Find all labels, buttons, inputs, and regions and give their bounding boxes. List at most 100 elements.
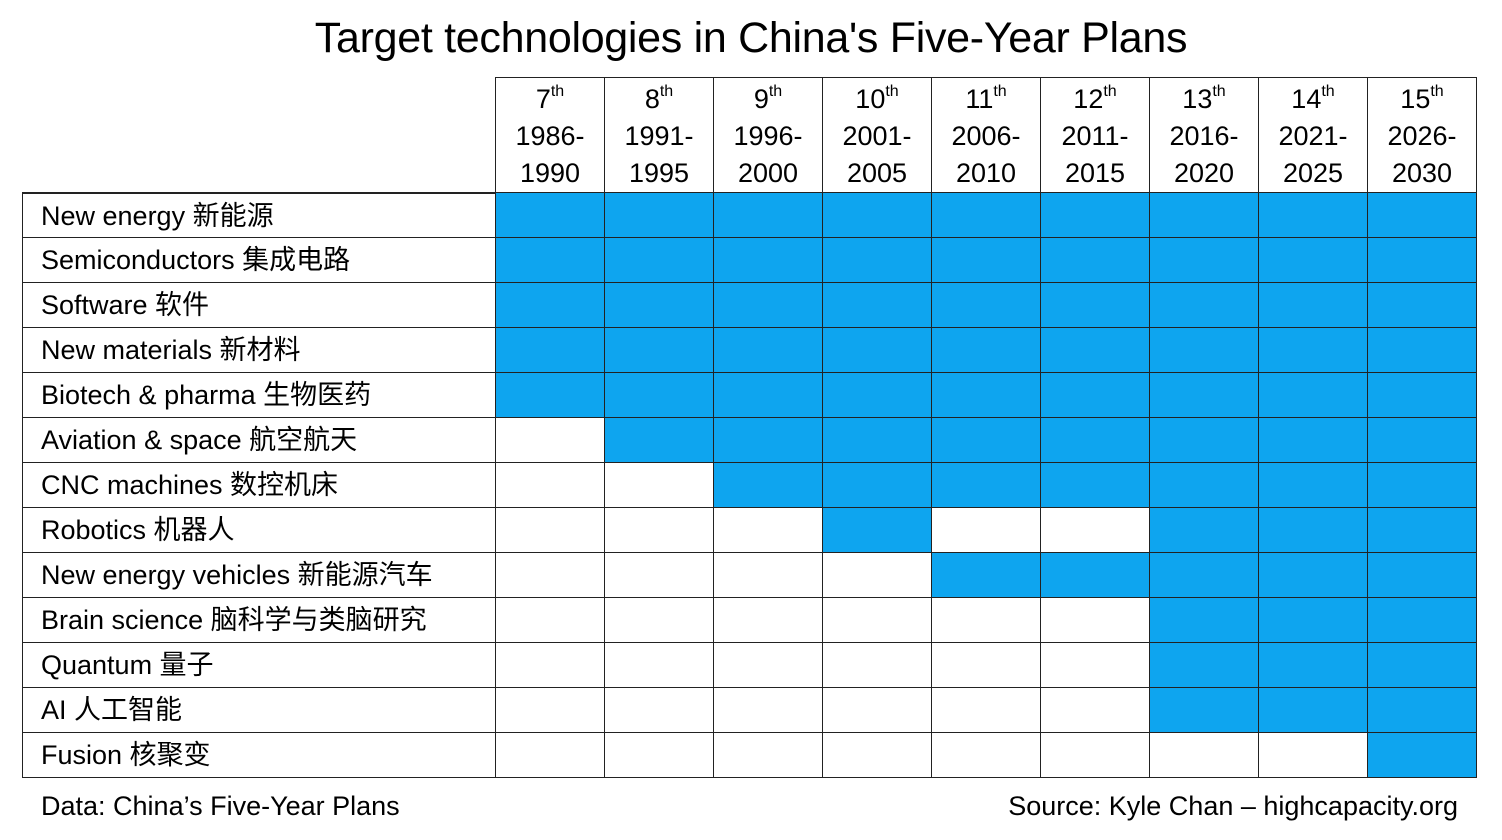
empty-cell bbox=[932, 598, 1041, 643]
targeted-cell bbox=[1368, 373, 1477, 418]
chart-title: Target technologies in China's Five-Year… bbox=[314, 14, 1188, 62]
targeted-cell bbox=[1150, 238, 1259, 283]
plan-header: 8th 1991- 1995 bbox=[605, 77, 714, 193]
empty-cell bbox=[496, 418, 605, 463]
targeted-cell bbox=[714, 283, 823, 328]
source-credit: Source: Kyle Chan – highcapacity.org bbox=[1008, 791, 1458, 821]
technology-label: Fusion 核聚变 bbox=[22, 733, 496, 778]
plan-start-year: 2001- bbox=[842, 120, 912, 151]
targeted-cell bbox=[605, 418, 714, 463]
empty-cell bbox=[605, 553, 714, 598]
plan-ordinal: 8 bbox=[644, 83, 660, 114]
targeted-cell bbox=[1368, 508, 1477, 553]
targeted-cell bbox=[823, 508, 932, 553]
targeted-cell bbox=[1368, 328, 1477, 373]
data-note: Data: China’s Five-Year Plans bbox=[41, 791, 400, 821]
targeted-cell bbox=[823, 418, 932, 463]
empty-cell bbox=[496, 508, 605, 553]
technology-label: CNC machines 数控机床 bbox=[22, 463, 496, 508]
targeted-cell bbox=[1150, 553, 1259, 598]
targeted-cell bbox=[1041, 238, 1150, 283]
empty-cell bbox=[496, 733, 605, 778]
targeted-cell bbox=[1259, 553, 1368, 598]
empty-cell bbox=[714, 688, 823, 733]
targeted-cell bbox=[1368, 553, 1477, 598]
targeted-cell bbox=[1259, 373, 1368, 418]
plan-start-year: 2011- bbox=[1061, 120, 1129, 151]
plan-header: 10th 2001- 2005 bbox=[823, 77, 932, 193]
targeted-cell bbox=[1150, 418, 1259, 463]
targeted-cell bbox=[605, 283, 714, 328]
targeted-cell bbox=[1368, 598, 1477, 643]
targeted-cell bbox=[1150, 193, 1259, 238]
targeted-cell bbox=[1368, 283, 1477, 328]
empty-cell bbox=[714, 598, 823, 643]
empty-cell bbox=[932, 643, 1041, 688]
plan-end-year: 2020 bbox=[1173, 157, 1235, 188]
targeted-cell bbox=[1259, 238, 1368, 283]
plan-ordinal: 7 bbox=[535, 83, 551, 114]
targeted-cell bbox=[1041, 418, 1150, 463]
empty-cell bbox=[932, 508, 1041, 553]
plan-header: 15th 2026- 2030 bbox=[1368, 77, 1477, 193]
targeted-cell bbox=[823, 193, 932, 238]
technology-label: Quantum 量子 bbox=[22, 643, 496, 688]
targeted-cell bbox=[1150, 598, 1259, 643]
plan-header: 13th 2016- 2020 bbox=[1150, 77, 1259, 193]
targeted-cell bbox=[496, 283, 605, 328]
technology-plan-table: 7th 1986- 1990 8th 1991- 1995 9th 1996- 2000 10th… bbox=[22, 77, 1477, 778]
targeted-cell bbox=[823, 463, 932, 508]
empty-cell bbox=[1150, 733, 1259, 778]
empty-cell bbox=[496, 553, 605, 598]
plan-start-year: 1986- bbox=[515, 120, 585, 151]
empty-cell bbox=[932, 733, 1041, 778]
targeted-cell bbox=[1150, 463, 1259, 508]
plan-start-year: 2006- bbox=[951, 120, 1021, 151]
targeted-cell bbox=[823, 373, 932, 418]
technology-label: Robotics 机器人 bbox=[22, 508, 496, 553]
technology-label: AI 人工智能 bbox=[22, 688, 496, 733]
plan-start-year: 2016- bbox=[1169, 120, 1239, 151]
plan-header: 9th 1996- 2000 bbox=[714, 77, 823, 193]
plan-ordinal: 12 bbox=[1073, 83, 1104, 114]
targeted-cell bbox=[823, 238, 932, 283]
targeted-cell bbox=[605, 328, 714, 373]
plan-ordinal: 15 bbox=[1400, 83, 1431, 114]
targeted-cell bbox=[1150, 643, 1259, 688]
targeted-cell bbox=[1368, 238, 1477, 283]
targeted-cell bbox=[932, 193, 1041, 238]
targeted-cell bbox=[1041, 193, 1150, 238]
targeted-cell bbox=[932, 283, 1041, 328]
plan-ordinal-suffix: th bbox=[1103, 82, 1117, 100]
targeted-cell bbox=[1150, 328, 1259, 373]
table-corner bbox=[22, 77, 496, 193]
targeted-cell bbox=[496, 328, 605, 373]
empty-cell bbox=[605, 463, 714, 508]
plan-end-year: 2000 bbox=[737, 157, 799, 188]
plan-header: 12th 2011- 2015 bbox=[1041, 77, 1150, 193]
plan-ordinal-suffix: th bbox=[1212, 82, 1226, 100]
empty-cell bbox=[605, 688, 714, 733]
targeted-cell bbox=[1150, 373, 1259, 418]
empty-cell bbox=[932, 688, 1041, 733]
empty-cell bbox=[605, 643, 714, 688]
plan-header: 7th 1986- 1990 bbox=[496, 77, 605, 193]
targeted-cell bbox=[1259, 463, 1368, 508]
targeted-cell bbox=[496, 373, 605, 418]
plan-ordinal: 14 bbox=[1291, 83, 1322, 114]
targeted-cell bbox=[932, 328, 1041, 373]
targeted-cell bbox=[1368, 418, 1477, 463]
empty-cell bbox=[1041, 643, 1150, 688]
targeted-cell bbox=[496, 238, 605, 283]
plan-ordinal-suffix: th bbox=[993, 82, 1007, 100]
targeted-cell bbox=[605, 238, 714, 283]
plan-start-year: 2026- bbox=[1387, 120, 1457, 151]
plan-ordinal-suffix: th bbox=[659, 82, 674, 100]
plan-end-year: 2030 bbox=[1391, 157, 1453, 188]
targeted-cell bbox=[1368, 643, 1477, 688]
plan-end-year: 2025 bbox=[1282, 157, 1344, 188]
empty-cell bbox=[605, 598, 714, 643]
empty-cell bbox=[1259, 733, 1368, 778]
targeted-cell bbox=[1041, 373, 1150, 418]
empty-cell bbox=[605, 508, 714, 553]
